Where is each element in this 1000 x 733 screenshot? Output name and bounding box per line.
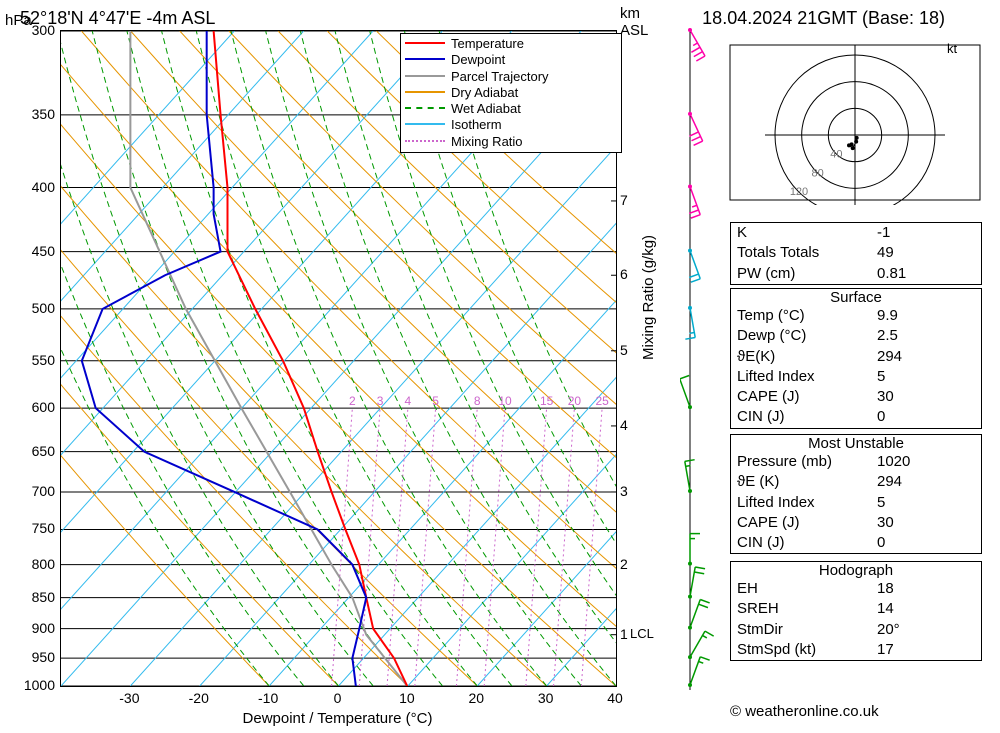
skewt-diagram: hPa 52°18'N 4°47'E -4m ASL 18.04.2024 21… bbox=[0, 0, 1000, 733]
svg-text:3: 3 bbox=[377, 394, 384, 408]
svg-text:4: 4 bbox=[405, 394, 412, 408]
svg-text:2: 2 bbox=[349, 394, 356, 408]
hodograph: kt 40 80 120 bbox=[720, 35, 990, 205]
svg-text:10: 10 bbox=[498, 394, 512, 408]
svg-text:80: 80 bbox=[812, 167, 824, 179]
y-units-right-mid: Mixing Ratio (g/kg) bbox=[640, 235, 657, 360]
legend: TemperatureDewpointParcel TrajectoryDry … bbox=[400, 33, 622, 153]
y-units-right-top: kmASL bbox=[620, 6, 648, 39]
copyright: © weatheronline.co.uk bbox=[730, 703, 879, 720]
svg-text:15: 15 bbox=[540, 394, 554, 408]
x-axis-label: Dewpoint / Temperature (°C) bbox=[60, 710, 615, 727]
svg-text:20: 20 bbox=[568, 394, 582, 408]
svg-text:40: 40 bbox=[830, 149, 842, 161]
svg-text:8: 8 bbox=[474, 394, 481, 408]
svg-text:5: 5 bbox=[432, 394, 439, 408]
lcl-label: LCL bbox=[630, 626, 654, 641]
svg-text:25: 25 bbox=[595, 394, 609, 408]
svg-text:120: 120 bbox=[790, 186, 808, 198]
svg-text:kt: kt bbox=[947, 41, 958, 56]
